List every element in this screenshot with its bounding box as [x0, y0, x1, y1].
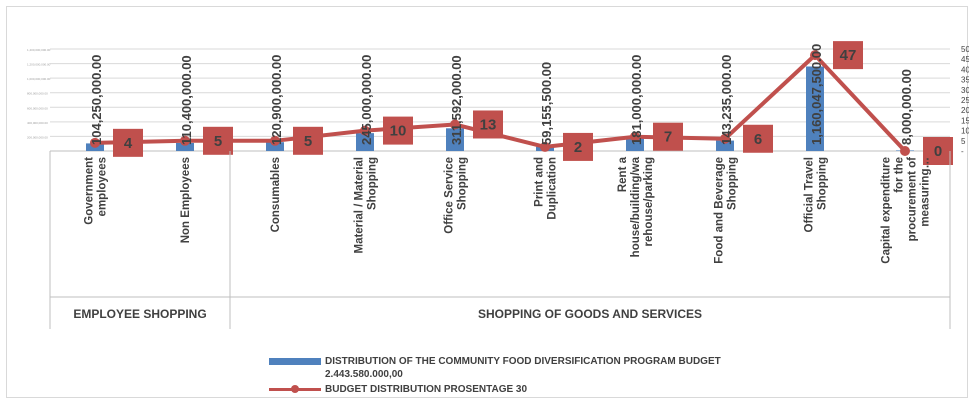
- y-right-tick-label: 35: [961, 76, 969, 85]
- y-right-tick-label: 5: [961, 137, 966, 146]
- line-data-label: 47: [840, 47, 857, 64]
- line-data-label: 5: [214, 133, 222, 150]
- bar-data-label: 59,155,500.00: [539, 62, 554, 145]
- y-left-tick-label: 600,000,000.00: [27, 106, 48, 110]
- category-label: Duplication: [547, 157, 559, 220]
- category-label: Shopping: [457, 157, 469, 210]
- category-label: Food and Beverage: [714, 157, 726, 264]
- bar-data-label: 181,000,000.00: [629, 55, 644, 145]
- bar-data-label: 8,000,000.00: [899, 69, 914, 145]
- category-label: Material / Material: [354, 157, 366, 254]
- category-label: Shopping: [727, 157, 739, 210]
- category-label: Government: [84, 157, 96, 225]
- y-right-tick-label: 30: [961, 86, 969, 95]
- legend-swatch-bar: [269, 358, 321, 365]
- y-right-tick-label: 10: [961, 127, 969, 136]
- legend: DISTRIBUTION OF THE COMMUNITY FOOD DIVER…: [269, 355, 795, 396]
- chart-frame: 200,000,000.00 400,000,000.00 600,000,000.…: [6, 6, 968, 398]
- legend-swatch-line: [269, 383, 321, 396]
- y-left-tick-label: 1,200,000,000.00: [27, 63, 51, 67]
- legend-item-percentage: BUDGET DISTRIBUTION PROSENTAGE 30: [269, 383, 795, 396]
- y-right-tick-label: 45: [961, 55, 969, 64]
- y-right-tick-label: 40: [961, 65, 969, 74]
- y-left-tick-label: 1,400,000,000.00: [27, 48, 51, 52]
- group-label: SHOPPING OF GOODS AND SERVICES: [478, 307, 702, 321]
- line-data-label: 10: [390, 123, 407, 140]
- y-left-tick-label: 400,000,000.00: [27, 121, 48, 125]
- line-marker: [900, 146, 910, 156]
- line-data-label: 4: [124, 135, 133, 152]
- category-label: Official Travel: [804, 157, 816, 232]
- bar-data-label: 143,235,000.00: [719, 55, 734, 145]
- y-right-tick-label: 25: [961, 96, 969, 105]
- line-data-label: 5: [304, 133, 312, 150]
- category-label: Capital expenditure: [881, 157, 893, 264]
- line-data-label: 6: [754, 131, 762, 148]
- line-data-label: 0: [934, 143, 942, 160]
- y-left-tick-label: 200,000,000.00: [27, 135, 48, 139]
- category-label: employees: [97, 157, 109, 216]
- category-label: house/building/wa: [630, 156, 642, 257]
- y-right-tick-label: 50: [961, 45, 969, 54]
- y-right-tick-label: 20: [961, 106, 969, 115]
- bar-data-label: 1,160,047,500.00: [809, 44, 824, 145]
- category-label: Non Employees: [180, 157, 192, 243]
- category-label: Rent a: [617, 156, 629, 192]
- category-label: Office Service: [444, 157, 456, 234]
- legend-item-budget: DISTRIBUTION OF THE COMMUNITY FOOD DIVER…: [269, 355, 795, 381]
- chart-svg: 200,000,000.00 400,000,000.00 600,000,000.…: [7, 7, 969, 399]
- category-label: procurement of: [907, 157, 919, 242]
- category-label: rehouse/parking: [643, 157, 655, 246]
- group-label: EMPLOYEE SHOPPING: [73, 307, 206, 321]
- category-label: for the: [894, 157, 906, 193]
- bar-data-label: 245,000,000.00: [359, 55, 374, 145]
- bar-data-label: 311,592,000.00: [449, 55, 464, 145]
- y-right-tick-label: -: [961, 147, 964, 156]
- bar-data-label: 120,900,000.00: [269, 55, 284, 145]
- category-label: Shopping: [367, 157, 379, 210]
- category-label: Consumables: [270, 157, 282, 232]
- line-data-label: 7: [664, 129, 672, 146]
- category-label: measuring…: [920, 157, 932, 227]
- category-label: Shopping: [817, 157, 829, 210]
- legend-label-percentage: BUDGET DISTRIBUTION PROSENTAGE 30: [325, 383, 527, 396]
- line-data-label: 2: [574, 139, 582, 156]
- y-left-tick-label: 800,000,000.00: [27, 92, 48, 96]
- line-data-label: 13: [480, 116, 497, 133]
- legend-label-budget: DISTRIBUTION OF THE COMMUNITY FOOD DIVER…: [325, 355, 795, 381]
- y-right-tick-label: 15: [961, 116, 969, 125]
- bar-data-label: 104,250,000.00: [89, 55, 104, 145]
- category-label: Print and: [534, 157, 546, 207]
- y-left-tick-label: 1,000,000,000.00: [27, 77, 51, 81]
- bar-data-label: 110,400,000.00: [179, 55, 194, 145]
